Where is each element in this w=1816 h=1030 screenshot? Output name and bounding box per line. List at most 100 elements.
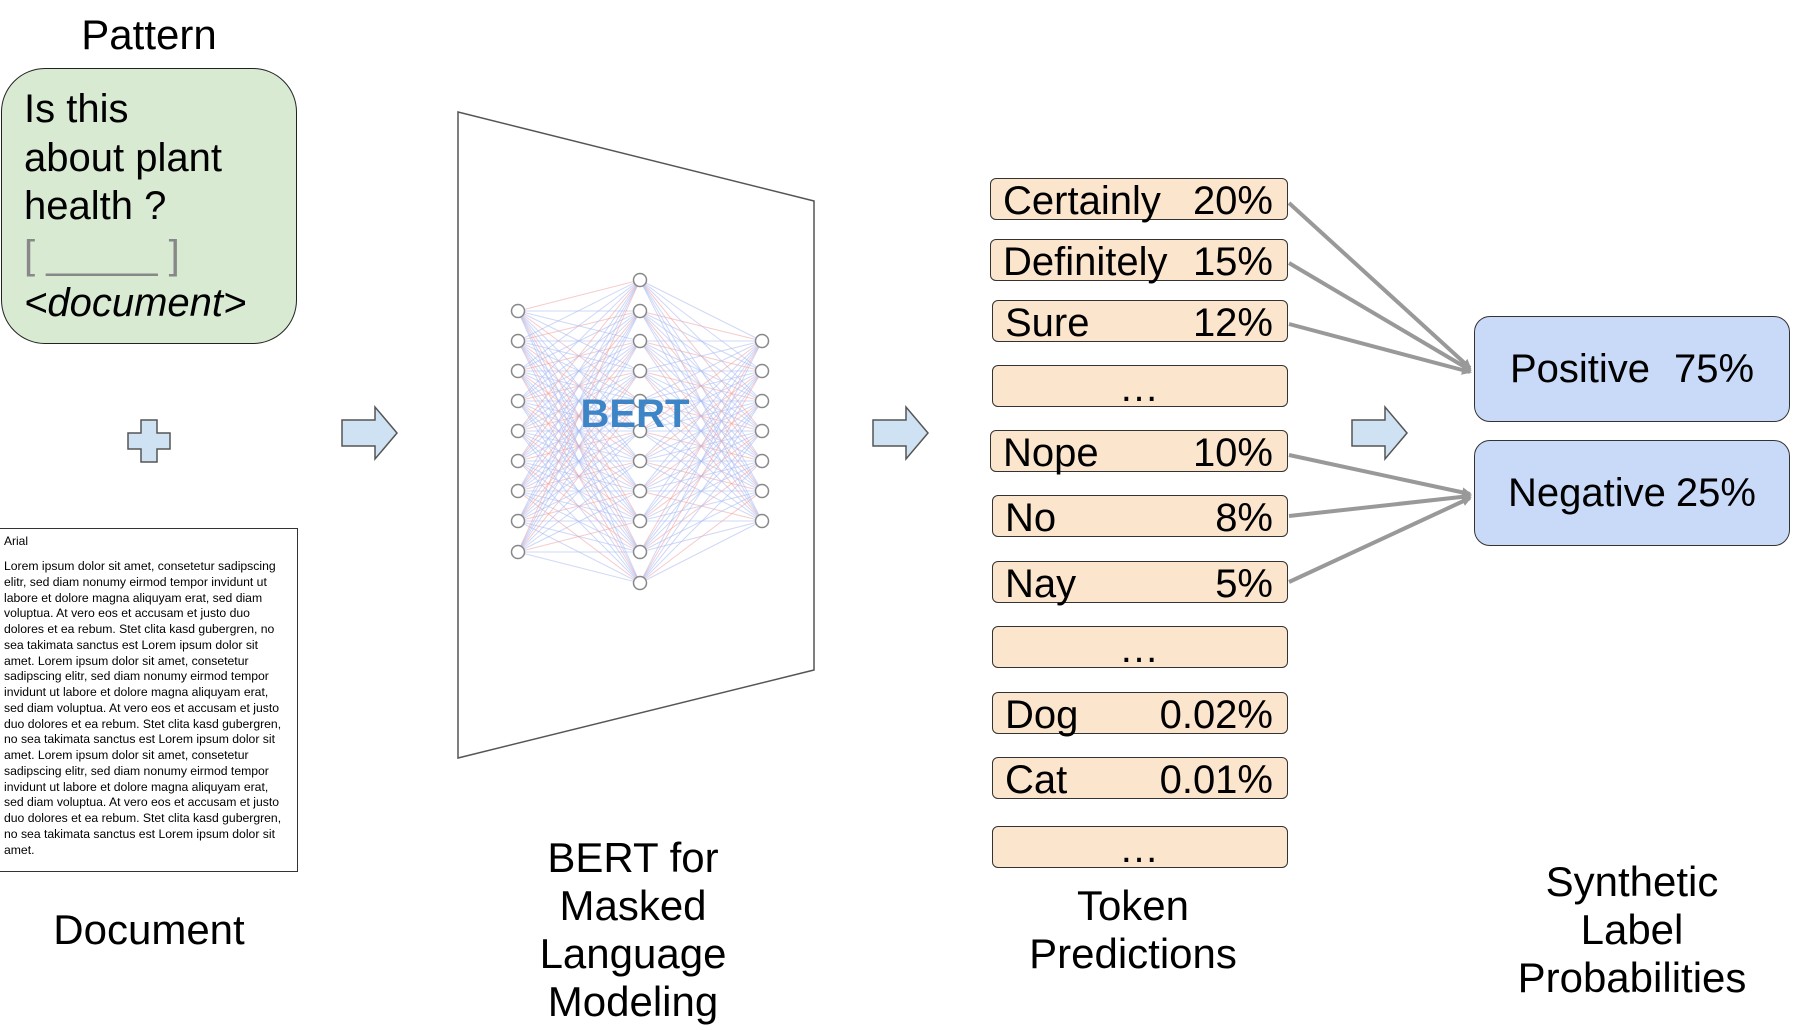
network-node [632, 483, 648, 499]
document-caption: Document [53, 906, 245, 953]
network-edge [517, 279, 641, 462]
token-probability: 10% [1192, 431, 1273, 475]
token-box: … [992, 365, 1288, 410]
connector-definitely [1287, 261, 1472, 372]
network-edge [639, 430, 763, 584]
labels-caption-line: Synthetic [1545, 858, 1719, 905]
network-node [632, 575, 648, 591]
token-ellipsis: … [1119, 366, 1161, 410]
token-probability: 12% [1192, 301, 1273, 345]
token-box: Nope 10% [990, 430, 1288, 475]
connector-certainly [1287, 201, 1472, 370]
token-box: Certainly 20% [990, 178, 1288, 223]
document-font-name: Arial [4, 534, 29, 548]
pattern-line: Is this [24, 87, 129, 131]
token-box: … [992, 626, 1288, 669]
pattern-title: Pattern [81, 11, 217, 58]
network-edge [639, 400, 763, 584]
flow-arrow-3 [1351, 404, 1408, 462]
network-edge [639, 279, 763, 342]
network-edge [639, 340, 763, 432]
network-node [632, 544, 648, 560]
network-node [754, 363, 770, 379]
token-box: Sure 12% [992, 300, 1288, 345]
network-edge [517, 279, 641, 553]
network-node [510, 513, 526, 529]
token-probability: 5% [1215, 562, 1273, 606]
network-node [632, 453, 648, 469]
bert-caption-line: BERT for [547, 834, 719, 881]
network-node [510, 544, 526, 560]
flow-arrow-2 [872, 404, 929, 462]
network-node [754, 393, 770, 409]
network-edge [517, 279, 641, 342]
network-node [510, 303, 526, 319]
token-box: No 8% [992, 495, 1288, 540]
label-negative-box: Negative 25% [1474, 440, 1790, 546]
label-positive-box: Positive 75% [1474, 316, 1790, 422]
token-box: Dog 0.02% [992, 692, 1288, 737]
token-box: Cat 0.01% [992, 757, 1288, 800]
token-probability: 0.02% [1159, 693, 1273, 737]
token-caption-line: Token [1076, 882, 1190, 929]
label-negative-name: Negative [1508, 471, 1666, 515]
network-edge [639, 490, 763, 584]
network-node [632, 272, 648, 288]
network-node [632, 513, 648, 529]
network-edge [517, 279, 641, 432]
document-body: Lorem ipsum dolor sit amet, consetetur s… [4, 559, 282, 857]
token-box: Nay 5% [992, 561, 1288, 606]
network-edge [639, 340, 763, 492]
network-node [510, 483, 526, 499]
network-edge [639, 370, 763, 584]
bert-caption: BERT for Masked Language Modeling [500, 834, 766, 1026]
token-ellipsis: … [1119, 827, 1161, 871]
plus-icon [127, 419, 171, 463]
label-negative-prob: 25% [1675, 471, 1756, 515]
labels-caption-line: Probabilities [1517, 954, 1747, 1001]
token-box: Definitely 15% [990, 239, 1288, 284]
connectors [1287, 201, 1472, 584]
token-word: Nay [1005, 562, 1077, 606]
network-node [510, 453, 526, 469]
network-node [632, 423, 648, 439]
network-edge [639, 340, 763, 522]
network-edge [517, 279, 641, 492]
network-node [632, 333, 648, 349]
label-positive-prob: 75% [1674, 347, 1755, 391]
connector-nay [1288, 496, 1472, 584]
network-edge [517, 310, 641, 553]
connector-sure [1288, 322, 1472, 375]
labels-caption-line: Label [1580, 906, 1684, 953]
network-node [754, 333, 770, 349]
network-edge [639, 340, 763, 584]
token-word: Dog [1005, 693, 1079, 737]
network-edge [639, 460, 763, 584]
network-edge [517, 551, 641, 584]
bert-caption-line: Masked [559, 882, 707, 929]
token-probability: 20% [1192, 179, 1273, 223]
token-word: Sure [1005, 301, 1090, 345]
network-node [632, 393, 648, 409]
token-probability: 15% [1192, 240, 1273, 284]
network-edge [639, 340, 763, 372]
network-edge [517, 340, 641, 553]
token-word: Nope [1003, 431, 1099, 475]
network-node [632, 363, 648, 379]
network-node [754, 513, 770, 529]
network-edge [517, 279, 641, 402]
network-node [754, 423, 770, 439]
network-edge [517, 490, 641, 553]
bert-caption-line: Modeling [547, 978, 719, 1025]
network-edges [517, 279, 763, 584]
document-page: Arial Lorem ipsum dolor sit amet, conset… [0, 528, 298, 872]
bert-label: BERT [580, 392, 690, 436]
pattern-mask-blank: [ _____ ] [24, 232, 180, 277]
bert-caption-line: Language [539, 930, 727, 977]
flow-arrow-1 [341, 404, 398, 462]
token-probability: 8% [1215, 496, 1273, 540]
network-edge [517, 400, 641, 553]
network-edge [517, 279, 641, 312]
network-node [510, 423, 526, 439]
network-edge [517, 279, 641, 372]
